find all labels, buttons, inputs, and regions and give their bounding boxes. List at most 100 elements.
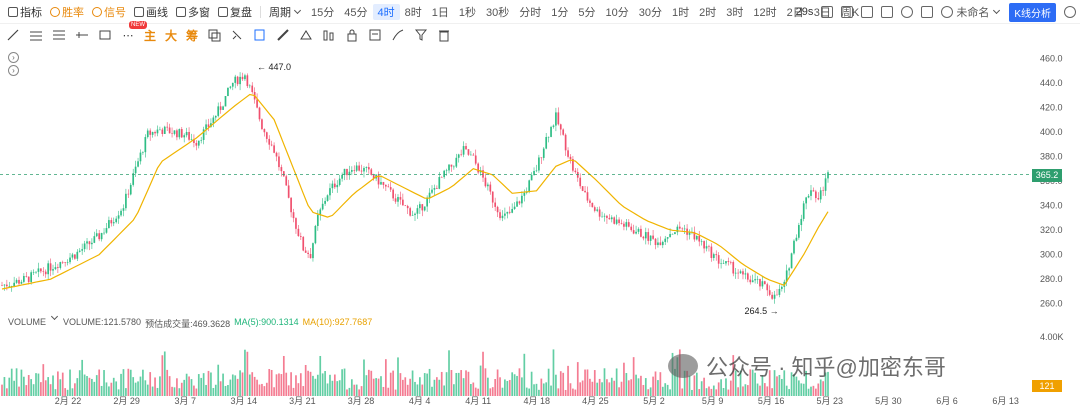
candle-body: [659, 242, 662, 246]
volume-bar: [81, 359, 84, 396]
save-layout-icon[interactable]: [861, 6, 874, 18]
channel-icon[interactable]: [52, 28, 66, 42]
trash-icon[interactable]: [437, 28, 451, 42]
volume-legend: VOLUME VOLUME:121.5780 预估成交量:469.3628 MA…: [8, 312, 372, 330]
candle-body: [134, 166, 137, 174]
volume-bar: [623, 362, 625, 396]
period-option[interactable]: 1秒: [458, 6, 476, 19]
measure-icon[interactable]: [299, 28, 313, 42]
volume-bar: [229, 379, 232, 396]
candlestick-chart[interactable]: 460.0440.0420.0400.0380.0360.0340.0320.0…: [0, 46, 1080, 412]
period-option[interactable]: 4时: [372, 3, 400, 20]
period-option[interactable]: 12时: [753, 6, 777, 19]
volume-bar: [664, 383, 667, 396]
horizontal-ray-icon[interactable]: [75, 28, 89, 42]
volume-bar: [207, 370, 210, 396]
volume-bar: [137, 381, 139, 396]
period-option[interactable]: 1分: [551, 6, 569, 19]
volume-bar: [343, 368, 346, 396]
period-option[interactable]: 5分: [578, 6, 596, 19]
volume-title[interactable]: VOLUME: [8, 317, 47, 327]
candle-body: [161, 129, 164, 134]
parallel-lines-icon[interactable]: [29, 28, 43, 42]
volume-bar: [465, 370, 467, 396]
camera-icon[interactable]: [821, 6, 834, 18]
copy-icon[interactable]: [207, 28, 221, 42]
share-icon[interactable]: [1064, 6, 1076, 18]
candle-body: [83, 243, 86, 250]
period-option[interactable]: 2日: [786, 6, 804, 19]
toolbar-item-4[interactable]: 多窗: [172, 2, 214, 22]
sliders-icon[interactable]: [881, 6, 894, 18]
candle-body: [754, 279, 756, 281]
expand-indicator-button-2[interactable]: ›: [8, 65, 19, 76]
volume-bar: [382, 386, 385, 396]
expand-indicator-button[interactable]: ›: [8, 52, 19, 63]
trend-line-icon[interactable]: [6, 28, 20, 42]
volume-bars: [1, 349, 829, 396]
candle-body: [219, 106, 222, 110]
watermark-text: 公众号 · 知乎@加密东哥: [706, 355, 946, 380]
candle-body: [715, 254, 718, 256]
chip-tool[interactable]: 筹: [186, 28, 199, 43]
candle-body: [591, 202, 594, 208]
period-option[interactable]: 分时: [519, 6, 542, 19]
period-option[interactable]: 45分: [344, 6, 368, 19]
brush-icon[interactable]: [391, 28, 405, 42]
volume-bar: [479, 365, 482, 396]
ruler-icon[interactable]: [276, 28, 290, 42]
period-option[interactable]: 30分: [638, 6, 662, 19]
toolbar-right-group: 29s 未命名 K线分析: [796, 0, 1076, 24]
candles: [1, 72, 829, 304]
volume-bar: [149, 372, 152, 396]
period-option[interactable]: 1日: [431, 6, 449, 19]
bars-pattern-icon[interactable]: [322, 28, 336, 42]
candle-body: [669, 234, 671, 238]
more-tools-icon[interactable]: ⋯ NEW: [122, 21, 147, 42]
big-order-tool[interactable]: 大: [165, 28, 178, 43]
period-option[interactable]: 3时: [726, 6, 744, 19]
cloud-layout-selector[interactable]: 未命名: [941, 4, 1001, 20]
volume-bar: [601, 382, 603, 396]
rectangle-icon[interactable]: [98, 28, 112, 42]
fullscreen-icon[interactable]: [921, 6, 934, 18]
time-tick-label: 4月 25: [582, 396, 609, 406]
candle-body: [729, 262, 732, 263]
toolbar-item-5[interactable]: 复盘: [214, 2, 256, 22]
toolbar-item-0[interactable]: 指标: [4, 2, 46, 22]
period-option[interactable]: 8时: [404, 6, 422, 19]
gear-icon[interactable]: [901, 6, 914, 18]
kline-analysis-button[interactable]: K线分析: [1009, 2, 1056, 22]
filter-icon[interactable]: [414, 28, 428, 42]
candle-body: [74, 254, 76, 259]
toolbar-item-3[interactable]: 画线: [130, 2, 172, 22]
candle-body: [93, 236, 96, 243]
volume-bar: [144, 380, 147, 396]
volume-bar: [433, 379, 436, 396]
period-option[interactable]: 30秒: [486, 6, 510, 19]
lock-icon[interactable]: [345, 28, 359, 42]
main-force-tool[interactable]: 主: [144, 28, 157, 43]
period-selector[interactable]: 周期: [265, 2, 306, 22]
period-option[interactable]: 2时: [699, 6, 717, 19]
volume-bar: [824, 372, 827, 396]
period-list: 15分 45分 4时 8时 1日 1秒 30秒 分时 1分 5分 10分 30分 1时 2时 3时 12时 2日…: [306, 3, 864, 20]
toolbar-item-label: 画线: [146, 6, 168, 19]
candle-body: [705, 246, 708, 249]
volume-bar: [703, 377, 705, 396]
volume-bar: [455, 372, 458, 396]
toolbar-item-1[interactable]: 胜率: [46, 2, 88, 22]
volume-bar: [773, 370, 776, 396]
period-option[interactable]: 10分: [605, 6, 629, 19]
edit-icon[interactable]: [841, 6, 854, 18]
select-icon[interactable]: [253, 28, 267, 42]
period-option[interactable]: 1时: [672, 6, 690, 19]
period-option[interactable]: 周K: [840, 6, 860, 19]
volume-bar: [13, 380, 15, 396]
toolbar-item-2[interactable]: 信号: [88, 2, 130, 22]
magnet-icon[interactable]: [230, 28, 244, 42]
volume-bar: [190, 379, 193, 396]
period-option[interactable]: 15分: [311, 6, 335, 19]
note-icon[interactable]: [368, 28, 382, 42]
candle-body: [773, 294, 776, 299]
